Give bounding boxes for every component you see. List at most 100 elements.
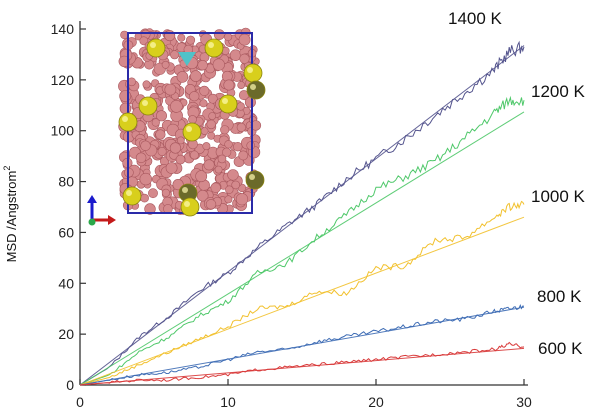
atom-sphere	[151, 118, 160, 127]
y-axis-title: MSD /Angstrom2	[2, 166, 19, 263]
fit-line	[79, 306, 525, 386]
series-label: 1400 K	[448, 9, 503, 28]
atom-sphere	[223, 79, 235, 91]
atom-sphere	[235, 193, 249, 206]
atom-sphere	[196, 189, 209, 202]
atom-sphere	[189, 91, 200, 102]
ion-highlight	[150, 42, 156, 48]
atom-sphere	[186, 35, 196, 45]
series-800-k: 800 K	[79, 287, 582, 386]
fit-line	[79, 216, 525, 386]
y-tick-label: 100	[51, 123, 75, 139]
series-1200-k: 1200 K	[79, 82, 586, 386]
series-1000-k: 1000 K	[79, 187, 586, 386]
x-tick-label: 10	[220, 394, 236, 410]
atom-sphere	[231, 180, 240, 190]
atom-sphere	[212, 58, 225, 71]
atom-sphere	[199, 99, 208, 108]
atom-sphere	[227, 169, 239, 181]
series-label: 1200 K	[531, 82, 586, 101]
y-tick-label: 120	[51, 72, 75, 88]
atom-sphere	[135, 152, 147, 164]
atom-sphere	[246, 141, 255, 150]
atom-sphere	[203, 159, 215, 171]
fit-line	[79, 347, 525, 386]
series-600-k: 600 K	[79, 339, 583, 386]
atom-sphere	[224, 32, 233, 42]
atom-sphere	[195, 170, 208, 183]
y-tick-label: 80	[58, 174, 74, 190]
atom-sphere	[189, 150, 199, 160]
atom-sphere	[208, 112, 217, 120]
marker-shape	[178, 52, 196, 66]
atom-sphere	[225, 185, 234, 194]
atom-sphere	[236, 102, 245, 111]
atom-sphere	[175, 154, 186, 165]
atom-sphere	[164, 30, 176, 42]
ion-sphere	[218, 94, 238, 114]
fit-line	[79, 45, 525, 386]
atom-sphere	[238, 150, 249, 161]
atom-sphere	[205, 199, 217, 210]
atom-sphere	[142, 80, 151, 89]
atom-sphere	[157, 147, 167, 157]
axes: 0 20 40 60 80 100 120 140 0 10 20 30	[51, 21, 532, 410]
ion-sphere	[246, 80, 266, 100]
atom-sphere	[161, 188, 170, 197]
atom-sphere	[202, 142, 211, 151]
ion-sphere	[243, 63, 263, 83]
atom-sphere	[207, 93, 218, 104]
svg-text:MSD /Angstrom2: MSD /Angstrom2	[2, 166, 19, 263]
atom-sphere	[148, 188, 158, 199]
atom-sphere	[188, 115, 197, 124]
orientation-axes-icon	[87, 195, 116, 226]
data-line	[79, 200, 525, 386]
ion-highlight	[208, 42, 214, 48]
atom-sphere	[200, 127, 209, 136]
ion-sphere	[138, 96, 158, 116]
atom-sphere	[214, 165, 223, 174]
atom-sphere	[177, 33, 186, 42]
y-tick-label: 40	[58, 275, 74, 291]
ion-highlight	[126, 190, 132, 196]
atom-sphere	[119, 90, 132, 102]
atom-sphere	[164, 83, 177, 96]
ion-sphere	[180, 197, 200, 217]
atom-sphere	[233, 142, 243, 152]
ion-highlight	[247, 67, 253, 73]
atom-sphere	[169, 142, 181, 154]
x-tick-label: 30	[516, 394, 532, 410]
atom-sphere	[197, 59, 208, 71]
atom-sphere	[139, 36, 149, 46]
ion-highlight	[186, 126, 192, 132]
atom-sphere	[165, 162, 178, 174]
ion-sphere	[204, 38, 224, 58]
ion-sphere	[122, 186, 142, 206]
ion-highlight	[250, 84, 256, 90]
series-label: 1000 K	[531, 187, 586, 206]
ion-highlight	[182, 187, 188, 193]
atom-sphere	[224, 140, 233, 149]
atom-sphere	[217, 154, 227, 164]
y-tick-label: 140	[51, 21, 75, 37]
ion-highlight	[222, 98, 228, 104]
atom-sphere	[213, 29, 225, 40]
series-group: 1400 K 1200 K 1000 K 800 K 600 K	[79, 9, 586, 386]
ion-sphere	[146, 38, 166, 58]
ion-highlight	[184, 201, 190, 207]
atom-sphere	[210, 182, 221, 193]
x-tick-label: 0	[76, 394, 84, 410]
atom-sphere	[236, 122, 246, 132]
ion-highlight	[122, 116, 128, 122]
atom-sphere	[224, 195, 233, 204]
data-line	[79, 95, 525, 386]
fit-line	[79, 111, 525, 386]
ion-sphere	[118, 112, 138, 132]
atom-sphere	[190, 70, 202, 82]
series-label: 600 K	[538, 339, 583, 358]
atom-sphere	[176, 71, 189, 83]
atom-sphere	[170, 50, 180, 60]
y-tick-label: 60	[58, 224, 74, 240]
series-label: 800 K	[537, 287, 582, 306]
atom-sphere	[220, 125, 230, 135]
